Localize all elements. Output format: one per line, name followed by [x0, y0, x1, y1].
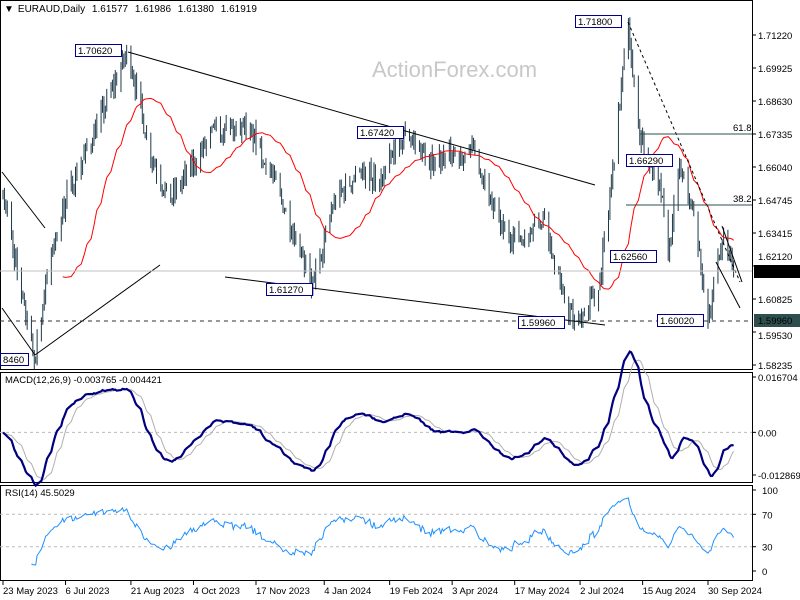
- symbol-label: EURAUD,Daily: [17, 4, 86, 15]
- fib-projection-line: [627, 21, 741, 283]
- date-tick-label: 30 Sep 2024: [708, 586, 762, 597]
- price-tick-label: 1.69925: [758, 64, 792, 75]
- macd-panel-frame: [0, 372, 753, 483]
- macd-tick-label: 0.00: [758, 428, 777, 439]
- price-annotation-label: 1.62560: [613, 252, 647, 263]
- fib-label-38.2: 38.2: [733, 194, 752, 205]
- price-tick-label: 1.66040: [758, 163, 792, 174]
- rsi-tick-label: 30: [762, 543, 773, 554]
- price-annotation-box: [357, 126, 404, 139]
- date-tick-label: 4 Oct 2023: [193, 586, 239, 597]
- price-annotation-box: [0, 353, 29, 366]
- level-price-tag-label: 1.59960: [758, 316, 792, 327]
- trendline-left-lower: [1, 307, 36, 356]
- price-annotation-box: [266, 283, 313, 296]
- macd-title: MACD(12,26,9) -0.003765 -0.004421: [5, 375, 162, 386]
- price-tick-label: 1.71220: [758, 31, 792, 42]
- rsi-tick-label: 0: [762, 567, 767, 578]
- rsi-tick-label: 70: [762, 510, 773, 521]
- channel-line-upper: [721, 225, 743, 283]
- high-value: 1.61986: [134, 4, 172, 15]
- trendline-upper: [127, 51, 596, 186]
- current-price-tag-label: 1.61919: [758, 267, 792, 278]
- watermark: ActionForex.com: [372, 57, 537, 82]
- rsi-title: RSI(14) 45.5029: [5, 488, 75, 499]
- low-value: 1.61380: [177, 4, 214, 15]
- date-tick-label: 3 Apr 2024: [452, 586, 498, 597]
- price-annotation-label: 8460: [3, 355, 24, 366]
- price-annotation-label: 1.70620: [78, 46, 112, 57]
- price-tick-label: 1.58235: [758, 361, 792, 372]
- macd-line: [2, 350, 734, 488]
- channel-line-lower: [715, 261, 741, 309]
- date-tick-label: 17 Nov 2023: [256, 586, 310, 597]
- price-tick-label: 1.68630: [758, 97, 792, 108]
- collapse-triangle-icon[interactable]: ▼: [4, 4, 14, 15]
- date-tick-label: 21 Aug 2023: [131, 586, 184, 597]
- date-tick-label: 2 Jul 2024: [580, 586, 624, 597]
- rsi-line: [31, 497, 735, 566]
- price-tick-label: 1.63415: [758, 229, 792, 240]
- price-tick-label: 1.64745: [758, 196, 792, 207]
- rsi-tick-label: 100: [762, 486, 778, 497]
- price-tick-label: 1.67335: [758, 130, 792, 141]
- price-tick-label: 1.60825: [758, 295, 792, 306]
- price-annotation-label: 1.59960: [521, 318, 555, 329]
- close-value: 1.61919: [220, 4, 257, 15]
- price-annotation-box: [518, 316, 565, 329]
- price-annotation-label: 1.67420: [360, 128, 394, 139]
- price-annotation-box: [75, 44, 122, 57]
- price-annotation-label: 1.66290: [629, 156, 663, 167]
- price-tick-label: 1.62120: [758, 252, 792, 263]
- trendline-left-support: [34, 264, 161, 356]
- fib-label-61.8: 61.8: [733, 123, 752, 134]
- chart-header: ▼ EURAUD,Daily 1.61577 1.61986 1.61380 1.…: [4, 4, 261, 15]
- date-tick-label: 4 Jan 2024: [324, 586, 371, 597]
- date-tick-label: 23 May 2023: [3, 586, 58, 597]
- price-annotation-box: [610, 250, 657, 263]
- current-price-tag: [754, 265, 800, 278]
- date-tick-label: 15 Aug 2024: [643, 586, 696, 597]
- macd-tick-label: 0.016704: [758, 373, 798, 384]
- price-annotation-box: [575, 15, 622, 28]
- price-annotation-box: [626, 154, 673, 167]
- price-tick-label: 1.59530: [758, 331, 792, 342]
- level-price-tag: [754, 314, 800, 327]
- open-value: 1.61577: [91, 4, 129, 15]
- macd-tick-label: -0.012869: [758, 471, 800, 482]
- date-tick-label: 17 May 2024: [515, 586, 570, 597]
- price-annotation-label: 1.61270: [269, 285, 303, 296]
- rsi-panel-frame: [0, 485, 753, 581]
- price-annotation-label: 1.71800: [578, 17, 612, 28]
- date-tick-label: 19 Feb 2024: [390, 586, 443, 597]
- price-annotation-box: [657, 314, 704, 327]
- main-panel-frame: [0, 0, 753, 370]
- date-tick-label: 6 Jul 2023: [66, 586, 110, 597]
- price-annotation-label: 1.60020: [660, 316, 694, 327]
- trendline-left-upper: [1, 171, 46, 229]
